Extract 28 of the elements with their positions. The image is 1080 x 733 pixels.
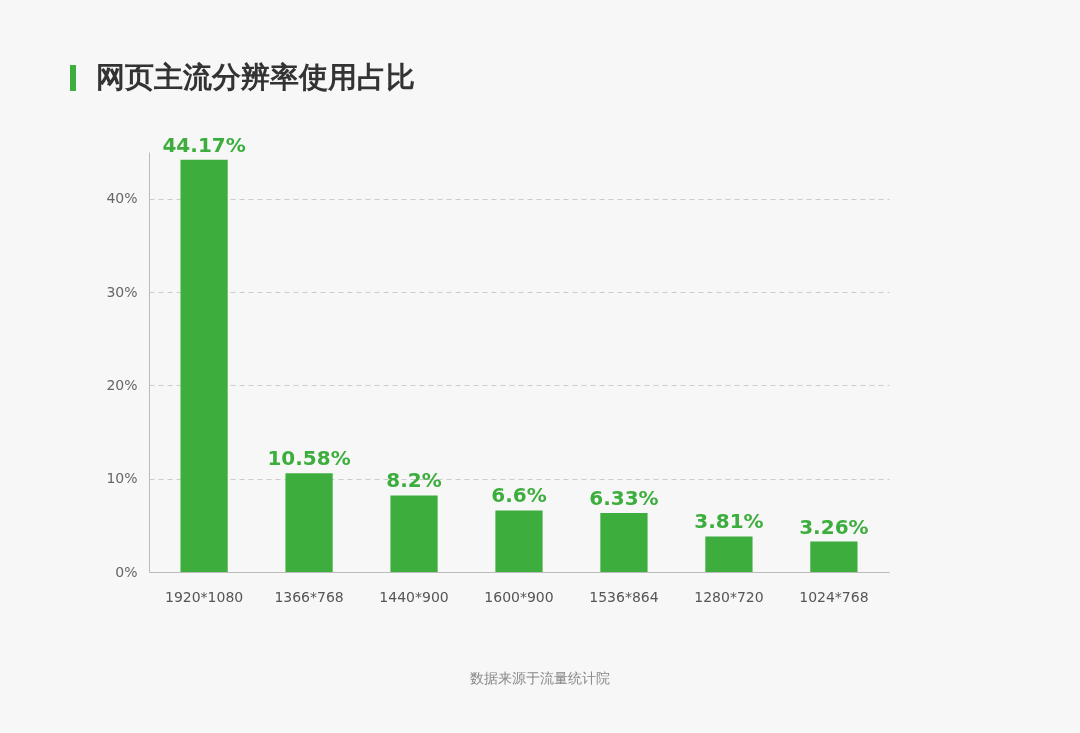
bar: [495, 510, 543, 572]
data-label: 10.58%: [267, 446, 351, 471]
data-label: 44.17%: [162, 132, 246, 157]
y-tick-label: 20%: [106, 376, 138, 393]
x-tick-label: 1600*900: [484, 588, 554, 605]
chart-title: 网页主流分辨率使用占比: [96, 59, 415, 96]
y-tick-label: 40%: [106, 190, 138, 207]
data-label: 6.6%: [491, 483, 547, 508]
bar: [600, 512, 648, 572]
x-tick-label: 1536*864: [589, 588, 659, 605]
y-tick-label: 30%: [106, 283, 138, 300]
text: 数据来源于流量统计院: [469, 670, 611, 688]
x-tick-label: 1280*720: [694, 588, 764, 605]
bar: [180, 159, 228, 572]
bar: [810, 541, 858, 572]
bar: [705, 536, 753, 572]
x-tick-label: 1366*768: [274, 588, 344, 605]
bar: [285, 473, 333, 572]
data-label: 6.33%: [589, 485, 659, 510]
x-tick-label: 1920*1080: [164, 588, 244, 605]
x-tick-label: 1024*768: [799, 588, 869, 605]
y-tick-label: 10%: [106, 470, 138, 487]
y-tick-label: 0%: [115, 563, 138, 580]
x-tick-label: 1440*900: [379, 588, 449, 605]
data-label: 8.2%: [386, 468, 442, 493]
data-label: 3.81%: [694, 509, 764, 534]
data-label: 3.26%: [799, 514, 869, 539]
bar: [390, 495, 438, 572]
